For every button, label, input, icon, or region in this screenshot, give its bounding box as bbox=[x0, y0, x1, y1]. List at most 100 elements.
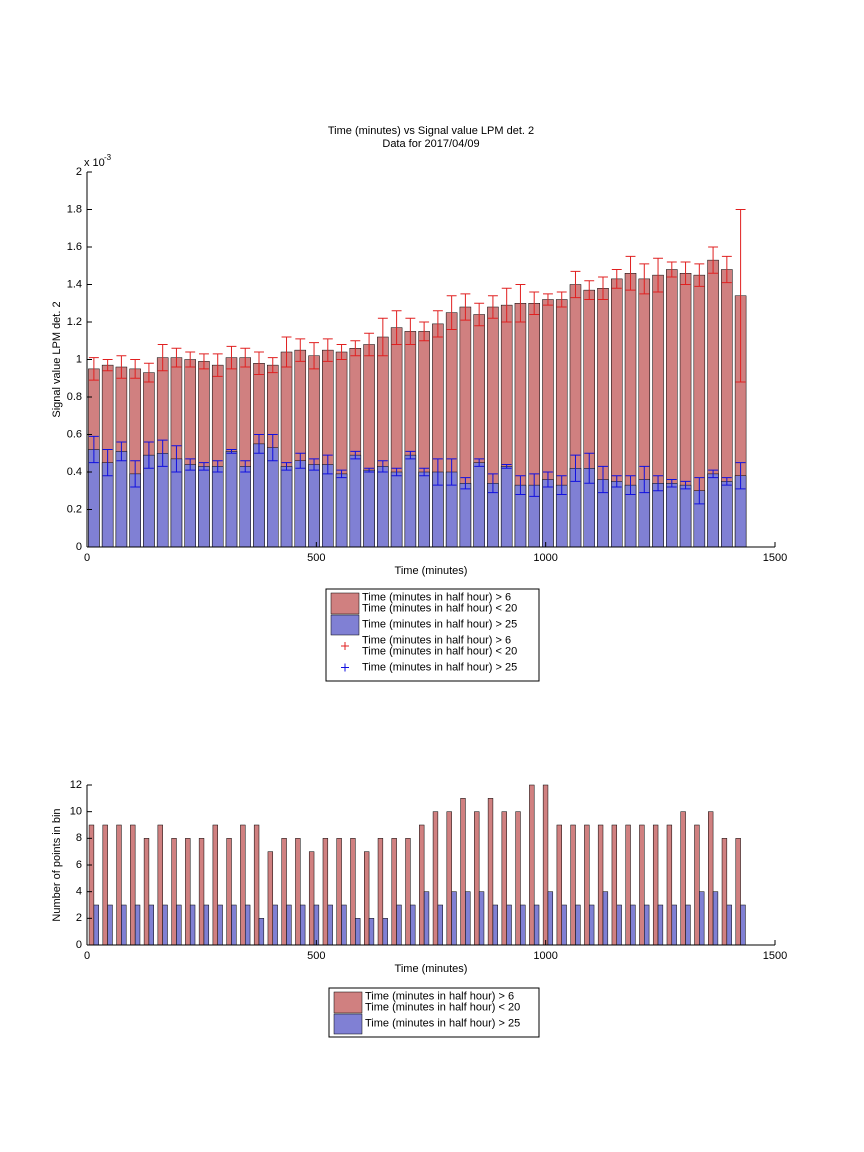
error-bar bbox=[611, 475, 622, 488]
x-axis-label: Time (minutes) bbox=[395, 565, 468, 577]
y-tick-label: 0 bbox=[76, 939, 82, 951]
bar bbox=[652, 824, 659, 946]
bar bbox=[258, 918, 265, 946]
bar bbox=[694, 824, 700, 946]
error-bar bbox=[598, 465, 608, 494]
error-bar bbox=[474, 302, 485, 327]
error-bar bbox=[309, 342, 319, 370]
bar bbox=[625, 824, 631, 946]
bar bbox=[547, 891, 554, 946]
bar bbox=[492, 904, 498, 946]
error-bar bbox=[143, 441, 154, 469]
error-bar bbox=[639, 263, 650, 295]
bar bbox=[611, 824, 618, 946]
bar bbox=[423, 891, 430, 946]
error-bar bbox=[254, 351, 264, 375]
bar bbox=[570, 824, 576, 946]
bar bbox=[198, 838, 205, 946]
error-bar bbox=[364, 467, 375, 473]
error-bar bbox=[157, 439, 168, 467]
axis-multiplier: x 10 bbox=[84, 157, 105, 169]
error-bar bbox=[639, 465, 650, 494]
error-bar bbox=[350, 340, 361, 357]
bar bbox=[597, 824, 604, 946]
legend-swatch bbox=[330, 592, 360, 615]
x-tick-label: 500 bbox=[307, 950, 325, 962]
bar bbox=[740, 904, 746, 946]
bar bbox=[102, 824, 108, 946]
bar bbox=[327, 904, 333, 946]
bar bbox=[363, 469, 375, 548]
error-bar bbox=[529, 473, 540, 497]
legend-swatch bbox=[330, 614, 360, 636]
bar bbox=[616, 904, 622, 946]
bar bbox=[712, 891, 719, 946]
legend-swatch bbox=[333, 1013, 363, 1035]
error-bar bbox=[391, 467, 402, 477]
error-bar bbox=[721, 255, 732, 284]
bar bbox=[506, 904, 512, 946]
bar bbox=[156, 453, 169, 548]
bar bbox=[184, 464, 196, 548]
bar bbox=[198, 466, 210, 548]
bar bbox=[390, 471, 403, 548]
bar bbox=[121, 904, 127, 946]
y-tick-label: 1.2 bbox=[67, 316, 82, 328]
bar bbox=[680, 811, 686, 946]
error-bar bbox=[419, 467, 430, 477]
error-bar bbox=[515, 284, 526, 323]
bar bbox=[418, 471, 430, 548]
error-bar bbox=[102, 449, 113, 477]
bar bbox=[115, 451, 128, 548]
bar bbox=[226, 838, 232, 946]
error-bar bbox=[295, 338, 306, 362]
error-bar bbox=[432, 310, 443, 338]
bar bbox=[707, 473, 719, 548]
error-bar bbox=[446, 295, 457, 330]
legend-label: Time (minutes in half hour) > 25 bbox=[362, 661, 517, 673]
bar bbox=[212, 824, 218, 946]
bar bbox=[465, 891, 471, 946]
error-bar bbox=[419, 321, 430, 342]
error-bar bbox=[377, 317, 388, 357]
bar bbox=[446, 811, 452, 946]
bar bbox=[391, 838, 397, 946]
error-bar bbox=[487, 295, 498, 319]
bar bbox=[671, 904, 677, 946]
error-bar bbox=[199, 462, 209, 471]
bar bbox=[460, 798, 466, 946]
bar bbox=[437, 904, 443, 946]
bar bbox=[355, 918, 361, 946]
bar bbox=[143, 454, 155, 548]
bar bbox=[162, 904, 168, 946]
legend-marker bbox=[341, 642, 349, 650]
error-bar bbox=[570, 270, 581, 299]
bar bbox=[217, 904, 223, 946]
error-bar bbox=[708, 246, 719, 274]
bar bbox=[211, 466, 224, 548]
bar bbox=[267, 851, 274, 946]
y-tick-label: 2 bbox=[76, 166, 82, 178]
bar bbox=[272, 904, 278, 946]
bar bbox=[708, 811, 714, 946]
legend-label: Time (minutes in half hour) > 25 bbox=[362, 618, 517, 630]
bar bbox=[313, 904, 320, 946]
chart-subtitle: Data for 2017/04/09 bbox=[382, 138, 479, 150]
y-tick-label: 12 bbox=[70, 779, 82, 791]
bar bbox=[473, 462, 485, 548]
error-bar bbox=[543, 293, 553, 306]
bar bbox=[134, 904, 141, 946]
bar bbox=[253, 443, 265, 548]
error-bar bbox=[653, 475, 663, 492]
error-bar bbox=[556, 291, 567, 308]
bar bbox=[602, 891, 609, 946]
error-bar bbox=[460, 477, 471, 490]
bar bbox=[735, 838, 741, 946]
error-bar bbox=[391, 310, 402, 345]
bar bbox=[529, 784, 535, 946]
bar bbox=[611, 481, 623, 548]
bar bbox=[176, 904, 182, 946]
y-tick-label: 6 bbox=[76, 859, 82, 871]
y-tick-label: 0.6 bbox=[67, 428, 82, 440]
error-bar bbox=[281, 336, 292, 368]
